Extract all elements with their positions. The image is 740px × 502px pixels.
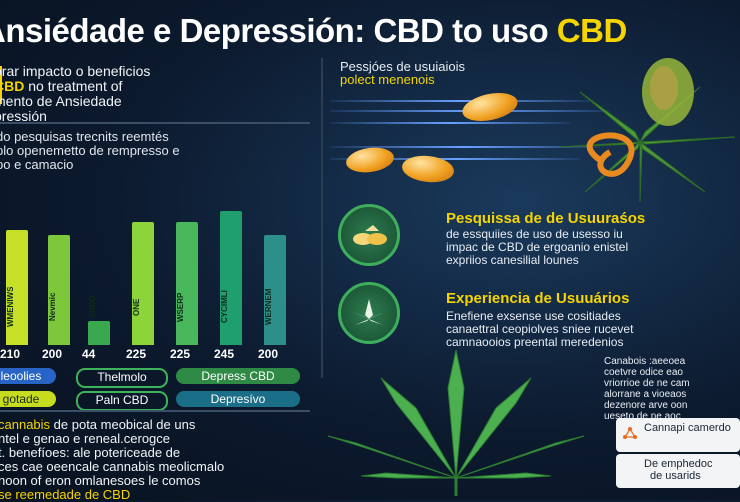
legend-pill: Paln CBD bbox=[76, 391, 168, 411]
chart-tick-label: 225 bbox=[126, 347, 147, 361]
footer-line: noon of eron omlanesoes le comos bbox=[0, 473, 201, 488]
feature-line: expriios canesilial lounes bbox=[446, 253, 579, 267]
legend-pill: Depress CBD bbox=[176, 368, 300, 384]
feature-line: canaettral ceopiolves sniee rucevet bbox=[446, 322, 634, 336]
chart-bar: WSERP bbox=[176, 222, 198, 345]
pills-icon bbox=[338, 204, 400, 266]
chart-tick-label: 210 bbox=[0, 347, 21, 361]
legend-pill: gotade bbox=[0, 391, 56, 407]
info-card: De emphedoc de usarids bbox=[616, 454, 740, 488]
streak bbox=[330, 158, 580, 160]
footer-line: t. benefíoes: ale potericeade de bbox=[0, 445, 181, 460]
title-text: Ansiédade e Depressión: CBD to uso bbox=[0, 12, 557, 49]
footer-text: cannabis de pota meobical de uns ntel e … bbox=[0, 418, 224, 502]
callout-line: ueseto de ne aoc bbox=[604, 411, 681, 422]
streak bbox=[330, 122, 570, 124]
chart-bar-text: Nevmic bbox=[48, 292, 57, 322]
feature-line: impac de CBD de ergoanio enistel bbox=[446, 240, 629, 254]
streak bbox=[330, 146, 600, 148]
callout-line: Canabois :aeeoea bbox=[604, 356, 686, 367]
chart-tick-label: 245 bbox=[214, 347, 235, 361]
research-line: plo openemetto de rempresso e bbox=[0, 143, 180, 158]
research-line: po e camacio bbox=[0, 157, 74, 172]
chart-bar: SNED bbox=[88, 296, 110, 345]
info-card-line: de usarids bbox=[650, 470, 701, 482]
footer-line-rest: de pota meobical de uns bbox=[50, 417, 196, 432]
chart-bar: CYCIMLI bbox=[220, 211, 242, 345]
section-divider bbox=[0, 122, 310, 124]
chart-bar: ONE bbox=[132, 222, 154, 345]
feature-line: Enefiene exsense use cositiades bbox=[446, 309, 621, 323]
chart-bar-text: ONE bbox=[132, 298, 141, 316]
callout-line: dezenore arve oon bbox=[604, 400, 688, 411]
lead-text: orar impacto o beneficios CBD no treatme… bbox=[0, 64, 150, 124]
chart-tick-label: 200 bbox=[42, 347, 63, 361]
chart-bar: Nevmic bbox=[48, 235, 70, 345]
feature-line: de essquiies de uso de usesso iu bbox=[446, 227, 623, 241]
feature-text: Enefiene exsense use cositiades canaettr… bbox=[446, 310, 633, 349]
feature-title: Experiencia de Usuuários bbox=[446, 290, 630, 307]
callout-line: coetvre odice eao bbox=[604, 367, 683, 378]
chart-tick-label: 225 bbox=[170, 347, 191, 361]
feature-title: Pesquissa de de Usuuraśos bbox=[446, 210, 646, 227]
info-card-text: Cannapi camerdo bbox=[644, 422, 731, 434]
lead-line: pressión bbox=[0, 108, 47, 124]
info-card-line: De emphedoc bbox=[644, 458, 713, 470]
lead-highlight: CBD bbox=[0, 78, 25, 94]
chart-bar: WMENIWS bbox=[6, 230, 28, 345]
molecule-icon bbox=[623, 427, 637, 439]
chart-tick-label: 44 bbox=[82, 347, 96, 361]
chart-tick-label: 200 bbox=[258, 347, 279, 361]
column-divider bbox=[321, 58, 323, 378]
footer-line: se reemedade de CBD bbox=[0, 487, 131, 502]
feature-line: camnaooios preental meredenios bbox=[446, 335, 624, 349]
legend-pill: leoolies bbox=[0, 368, 56, 384]
lead-line: orar impacto o beneficios bbox=[0, 63, 151, 79]
right-heading: Pessjóes de usuiaiois polect menenois bbox=[340, 60, 465, 86]
chart-bar-text: WSERP bbox=[176, 292, 185, 322]
chart-bar-text: WMENIWS bbox=[6, 286, 15, 328]
footer-divider bbox=[0, 410, 310, 412]
cannabis-leaf-icon bbox=[338, 282, 400, 344]
lead-line: CBD no treatment of bbox=[0, 79, 150, 94]
footer-line: cannabis de pota meobical de uns bbox=[0, 418, 224, 432]
feature-text: de essquiies de uso de usesso iu impac d… bbox=[446, 228, 628, 267]
lead-line-rest: no treatment of bbox=[24, 78, 123, 94]
footer-highlight: cannabis bbox=[0, 417, 51, 432]
lead-accent-bar bbox=[0, 66, 2, 104]
footer-line: ces cae oeencale cannabis meolicmalo bbox=[0, 459, 225, 474]
lead-line: mento de Ansiedade bbox=[0, 93, 122, 109]
chart-bar: WERNEM bbox=[264, 235, 286, 345]
legend-pill: Depresívo bbox=[176, 391, 300, 407]
cannabis-plant-icon bbox=[559, 58, 736, 203]
streak bbox=[330, 100, 590, 102]
right-heading-line: polect menenois bbox=[340, 72, 435, 87]
chart-bar-text: CYCIMLI bbox=[220, 290, 229, 324]
page-title: Ansiédade e Depressión: CBD to uso CBD bbox=[0, 12, 740, 50]
chart-bar-text: WERNEM bbox=[264, 288, 273, 326]
chart-bar-text: SNED bbox=[88, 295, 97, 319]
callout-line: vriorrioe de ne cam bbox=[604, 378, 690, 389]
callout-text: Canabois :aeeoea coetvre odice eao vrior… bbox=[604, 356, 690, 422]
right-heading-line: Pessjóes de usuiaiois bbox=[340, 59, 466, 74]
bar-chart: WMENIWS Nevmic SNED ONE WSERP CYCIMLI WERNEM bbox=[0, 195, 310, 345]
footer-line: ntel e genao e reneal.cerogce bbox=[0, 431, 171, 446]
info-card: Cannapi camerdo bbox=[616, 418, 740, 452]
research-line: do pesquisas trecnits reemtés bbox=[0, 129, 169, 144]
research-text: do pesquisas trecnits reemtés plo openem… bbox=[0, 130, 180, 172]
legend-pill: Thelmolo bbox=[76, 368, 168, 388]
callout-line: alorrane a vioeaos bbox=[604, 389, 687, 400]
title-highlight: CBD bbox=[556, 12, 628, 49]
cannabis-leaf-large-icon bbox=[327, 349, 585, 496]
